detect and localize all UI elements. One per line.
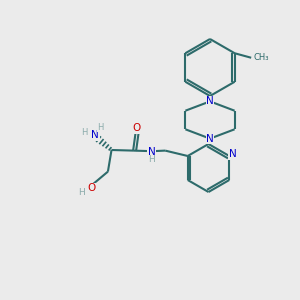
Text: H: H xyxy=(148,155,155,164)
Text: O: O xyxy=(132,123,140,133)
Text: H: H xyxy=(78,188,85,197)
Text: N: N xyxy=(148,147,156,157)
Text: H: H xyxy=(98,123,104,132)
Text: CH₃: CH₃ xyxy=(253,53,268,62)
Text: H: H xyxy=(81,128,88,137)
Text: N: N xyxy=(206,96,214,106)
Text: N: N xyxy=(92,130,99,140)
Text: O: O xyxy=(87,183,95,194)
Text: N: N xyxy=(206,134,214,144)
Text: N: N xyxy=(229,149,237,160)
